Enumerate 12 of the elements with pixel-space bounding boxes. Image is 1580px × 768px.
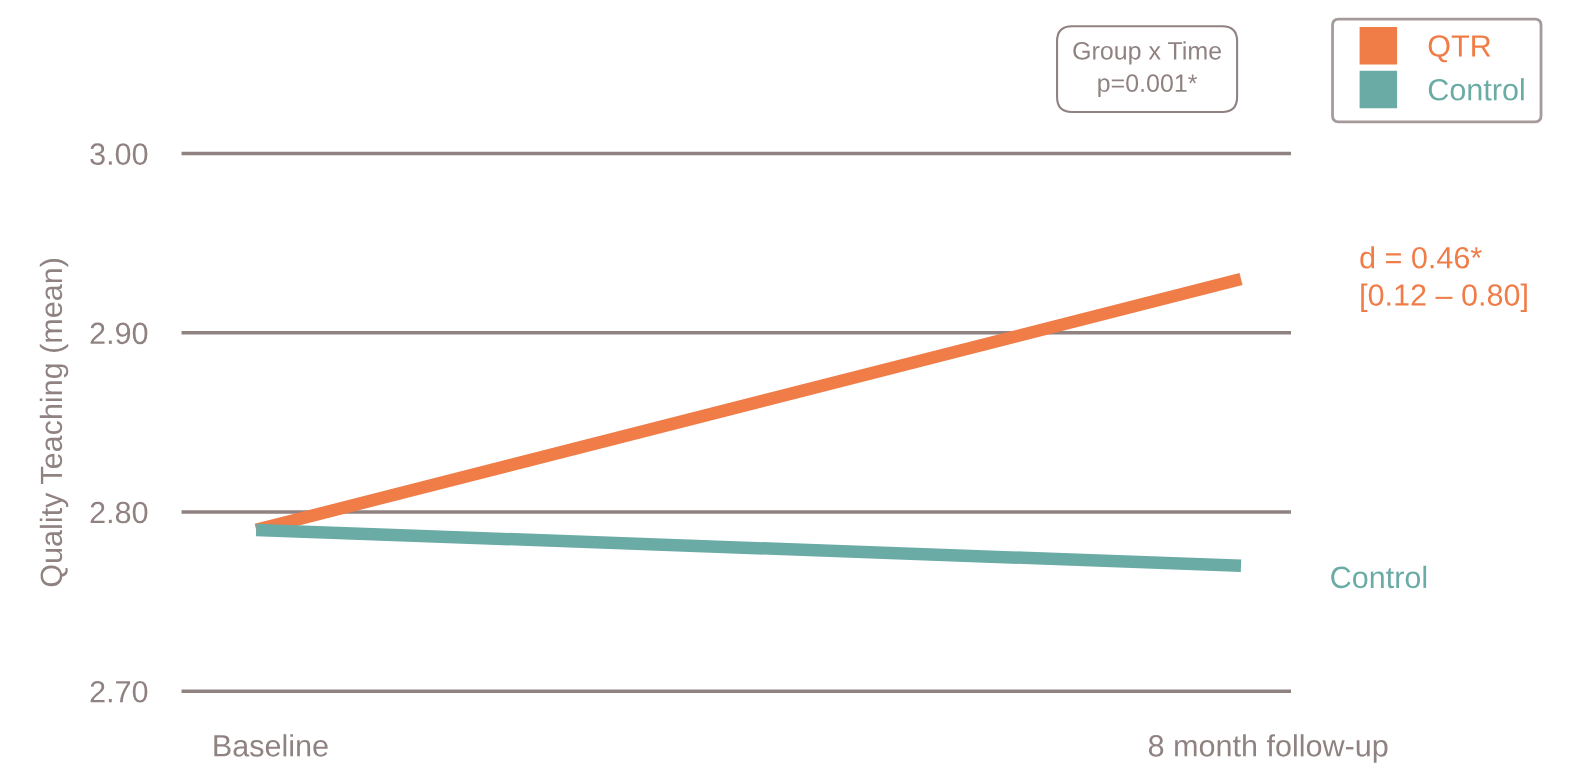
x-tick-label: 8 month follow-up xyxy=(1148,734,1388,763)
y-tick-label: 2.70 xyxy=(90,680,148,703)
text: Group x Time p=0.001* xyxy=(1073,41,1221,97)
annotation: d = 0.46* [0.12 – 0.80] xyxy=(1360,246,1527,312)
y-tick-label: 2.80 xyxy=(90,501,148,524)
y-axis-title: Quality Teaching (mean) xyxy=(39,258,69,587)
x-tick-label: Baseline xyxy=(214,734,328,757)
legend-label: QTR xyxy=(1428,35,1491,63)
y-tick-label: 2.90 xyxy=(90,322,148,345)
legend-label: Control xyxy=(1428,78,1524,101)
text: Control xyxy=(1331,565,1427,589)
y-tick-label: 3.00 xyxy=(90,143,148,165)
